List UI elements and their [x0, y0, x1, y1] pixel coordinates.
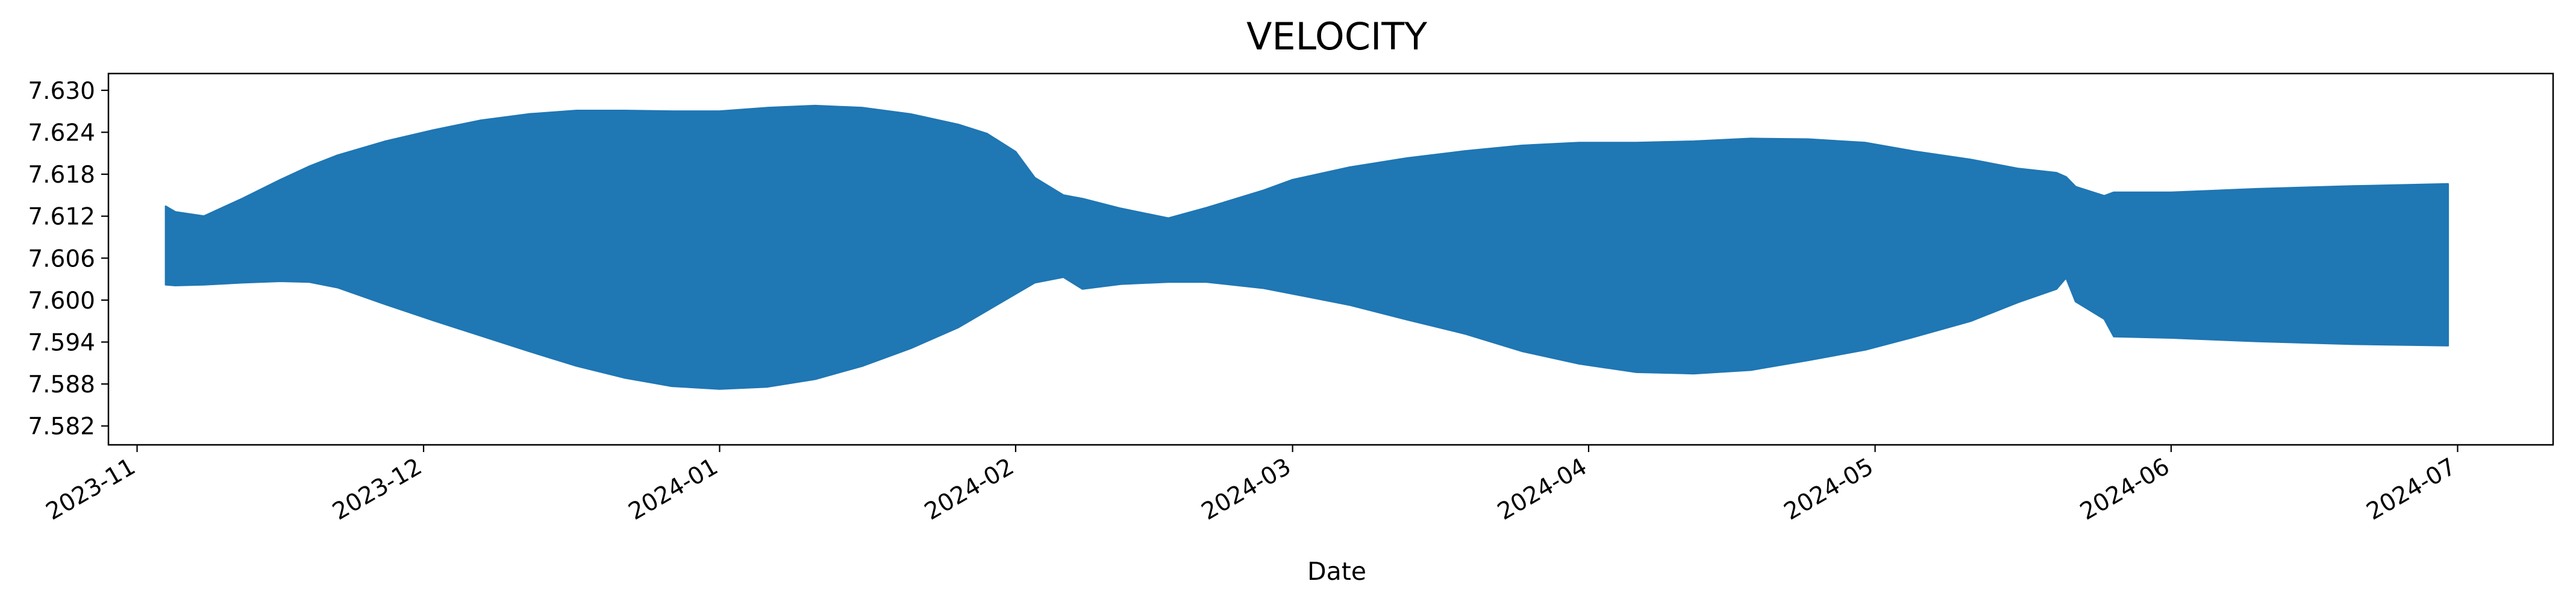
- x-tick-label-7: 2024-06: [2075, 453, 2174, 526]
- x-tick-label-3: 2024-02: [920, 453, 1019, 526]
- y-tick-label-2: 7.594: [28, 329, 95, 356]
- y-tick-label-7: 7.624: [28, 119, 95, 146]
- x-tick-label-0: 2023-11: [42, 453, 140, 526]
- y-axis: 7.582 7.588 7.594 7.600 7.606 7.612 7.618 7.624…: [28, 78, 108, 441]
- x-tick-label-1: 2023-12: [328, 453, 427, 526]
- x-tick-label-4: 2024-03: [1197, 453, 1296, 526]
- y-tick-label-4: 7.606: [28, 245, 95, 272]
- x-tick-label-6: 2024-05: [1780, 453, 1878, 526]
- chart-title: VELOCITY: [1246, 14, 1427, 58]
- plot-area: [164, 104, 2449, 390]
- y-tick-label-6: 7.618: [28, 162, 95, 189]
- y-tick-label-3: 7.600: [28, 288, 95, 315]
- x-tick-label-5: 2024-04: [1493, 453, 1592, 526]
- y-tick-label-8: 7.630: [28, 78, 95, 105]
- x-axis: 2023-11 2023-12 2024-01 2024-02 2024-03 2024-…: [42, 445, 2461, 526]
- series-band-0: [164, 104, 2449, 390]
- x-tick-label-8: 2024-07: [2362, 453, 2461, 526]
- y-tick-label-5: 7.612: [28, 204, 95, 231]
- y-tick-label-0: 7.582: [28, 413, 95, 441]
- y-tick-label-1: 7.588: [28, 371, 95, 398]
- x-tick-label-2: 2024-01: [624, 453, 723, 526]
- x-axis-label: Date: [1307, 557, 1366, 586]
- plot-frame: [107, 72, 2554, 446]
